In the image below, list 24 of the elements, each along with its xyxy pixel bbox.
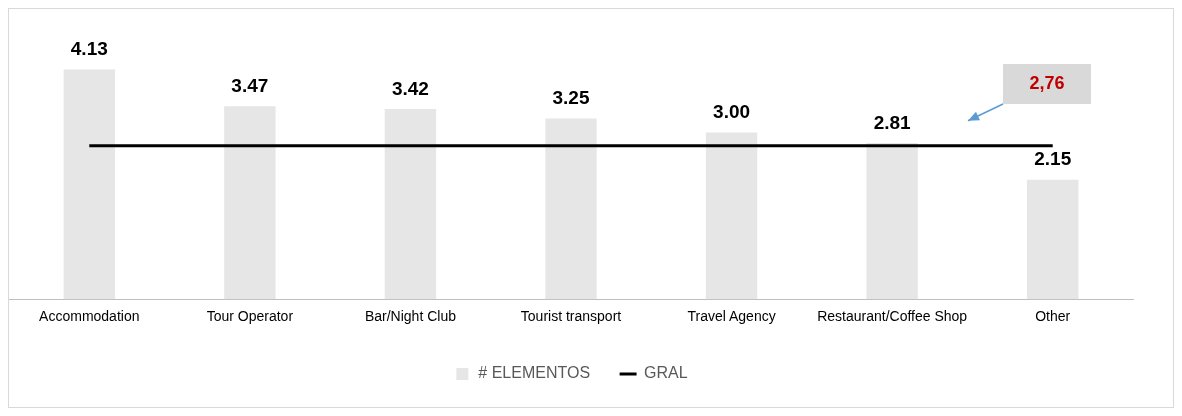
x-tick-label: Bar/Night Club [364, 308, 457, 325]
data-label: 3.25 [552, 87, 590, 109]
x-tick-label: Tour Operator [206, 308, 294, 325]
bar [224, 106, 276, 300]
x-tick-label: Restaurant/Coffee Shop [817, 308, 968, 325]
legend-label: GRAL [644, 364, 688, 382]
x-tick-label: Accommodation [39, 308, 140, 325]
data-label: 3.42 [391, 77, 429, 99]
annotation: 2,76 [1029, 72, 1065, 93]
data-label: 2.15 [1034, 148, 1072, 170]
bar [63, 69, 115, 300]
data-label: 3.00 [713, 101, 751, 123]
legend-label: # ELEMENTOS [478, 364, 591, 382]
bar [866, 142, 918, 300]
bar [705, 132, 758, 300]
bar [1027, 179, 1079, 300]
data-label: 2.81 [873, 111, 912, 133]
data-label: 4.13 [70, 38, 108, 60]
x-tick-label: Other [1035, 308, 1071, 325]
bar [384, 109, 437, 300]
x-tick-label: Tourist transport [520, 308, 622, 325]
bar [545, 118, 597, 300]
data-label: 3.47 [231, 75, 269, 96]
x-tick-label: Travel Agency [687, 308, 776, 325]
